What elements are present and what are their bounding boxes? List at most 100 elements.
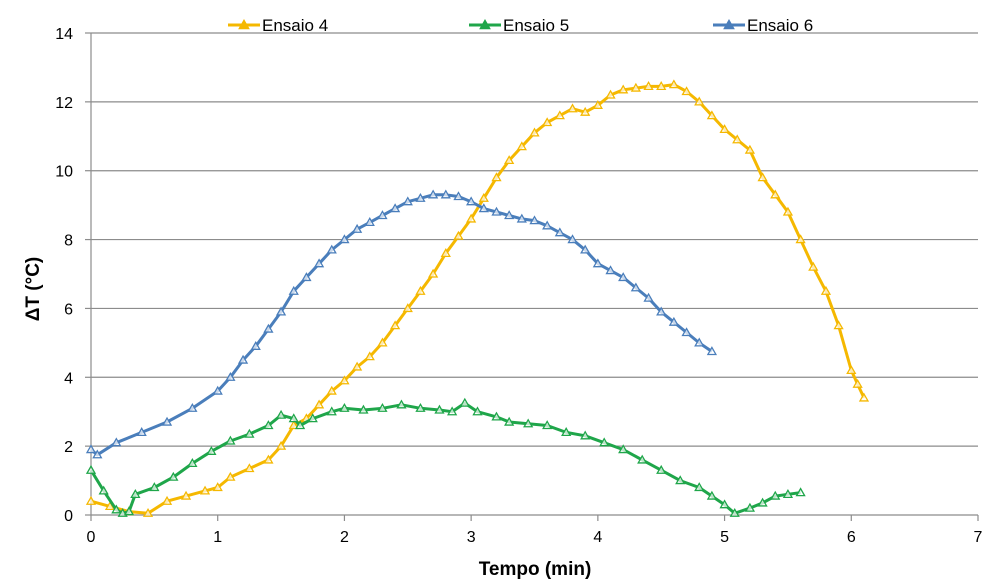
data-point <box>757 172 768 182</box>
x-axis-title: Tempo (min) <box>479 559 592 580</box>
data-point <box>643 81 654 91</box>
data-point <box>706 490 718 500</box>
data-point <box>85 464 97 474</box>
y-tick-label: 8 <box>64 233 73 250</box>
x-tick-label: 7 <box>974 529 983 546</box>
data-point <box>294 420 306 430</box>
data-point <box>529 127 540 137</box>
data-point <box>111 504 122 514</box>
data-point <box>377 210 388 220</box>
data-point <box>516 213 527 223</box>
data-point <box>491 172 502 182</box>
y-tick-label: 12 <box>55 95 73 112</box>
data-point <box>542 420 553 430</box>
data-point <box>250 340 261 350</box>
data-point <box>605 89 616 99</box>
y-tick-label: 14 <box>55 26 73 43</box>
x-tick-label: 0 <box>87 529 96 546</box>
data-point <box>561 427 572 437</box>
data-point <box>180 490 192 500</box>
data-point <box>136 427 147 437</box>
legend-item: Ensaio 5 <box>469 16 569 35</box>
data-point <box>389 320 401 330</box>
data-point <box>820 285 832 295</box>
data-point <box>351 361 363 371</box>
data-point <box>428 189 439 199</box>
data-point <box>288 413 299 423</box>
data-point <box>364 351 375 361</box>
legend-item: Ensaio 4 <box>228 16 328 35</box>
data-point <box>466 196 477 206</box>
data-point <box>637 454 648 464</box>
data-point <box>301 272 312 282</box>
data-point <box>656 306 667 316</box>
legend-label: Ensaio 4 <box>262 16 328 35</box>
data-point <box>770 490 781 500</box>
data-point <box>288 285 299 295</box>
data-point <box>275 440 287 450</box>
data-point <box>244 428 255 438</box>
data-point <box>459 397 470 407</box>
data-point <box>706 110 718 120</box>
y-tick-label: 2 <box>64 439 73 456</box>
x-tick-label: 6 <box>847 529 856 546</box>
data-point <box>415 285 426 295</box>
data-point <box>187 402 198 412</box>
data-point <box>428 268 439 278</box>
y-tick-label: 6 <box>64 301 73 318</box>
data-point <box>580 244 591 254</box>
data-point <box>472 406 483 416</box>
data-point <box>523 418 534 428</box>
data-point <box>795 487 806 497</box>
data-point <box>554 110 565 120</box>
data-point <box>852 378 863 388</box>
data-point <box>592 258 603 268</box>
data-point <box>161 416 173 426</box>
data-point <box>263 323 274 333</box>
data-point <box>199 485 211 495</box>
data-point <box>630 282 641 292</box>
data-point <box>694 96 705 106</box>
data-point <box>415 192 426 202</box>
data-point <box>447 406 458 416</box>
y-tick-label: 4 <box>64 370 73 387</box>
data-point <box>580 106 591 116</box>
data-point <box>478 203 489 213</box>
legend-label: Ensaio 5 <box>503 16 569 35</box>
data-point <box>111 437 122 447</box>
data-point <box>244 463 255 473</box>
series-line <box>89 401 801 515</box>
data-point <box>580 430 591 440</box>
data-point <box>225 371 236 381</box>
data-point <box>149 482 160 492</box>
data-point <box>377 337 388 347</box>
legend-item: Ensaio 6 <box>713 16 813 35</box>
data-point <box>142 507 154 517</box>
gridlines <box>91 32 978 447</box>
data-point <box>719 124 730 134</box>
data-point <box>681 327 692 337</box>
data-point <box>782 489 794 498</box>
data-point <box>307 413 318 423</box>
data-point <box>85 444 97 454</box>
data-point <box>719 499 730 509</box>
data-point <box>491 206 502 216</box>
data-point <box>808 261 819 271</box>
data-point <box>377 402 388 412</box>
data-point <box>453 230 464 240</box>
data-point <box>681 86 692 96</box>
data-point <box>542 220 553 230</box>
data-point <box>732 134 743 144</box>
data-point <box>656 81 667 91</box>
x-tick-label: 2 <box>340 529 349 546</box>
series-line <box>90 193 713 457</box>
data-point <box>567 103 578 113</box>
data-point <box>618 84 629 94</box>
axes <box>85 32 979 521</box>
data-point <box>795 234 806 244</box>
y-tick-labels: 0 2 4 6 8 10 12 14 <box>55 26 73 525</box>
data-point <box>770 189 781 199</box>
data-point <box>643 292 654 302</box>
data-point <box>694 482 705 492</box>
series-group <box>85 79 870 517</box>
